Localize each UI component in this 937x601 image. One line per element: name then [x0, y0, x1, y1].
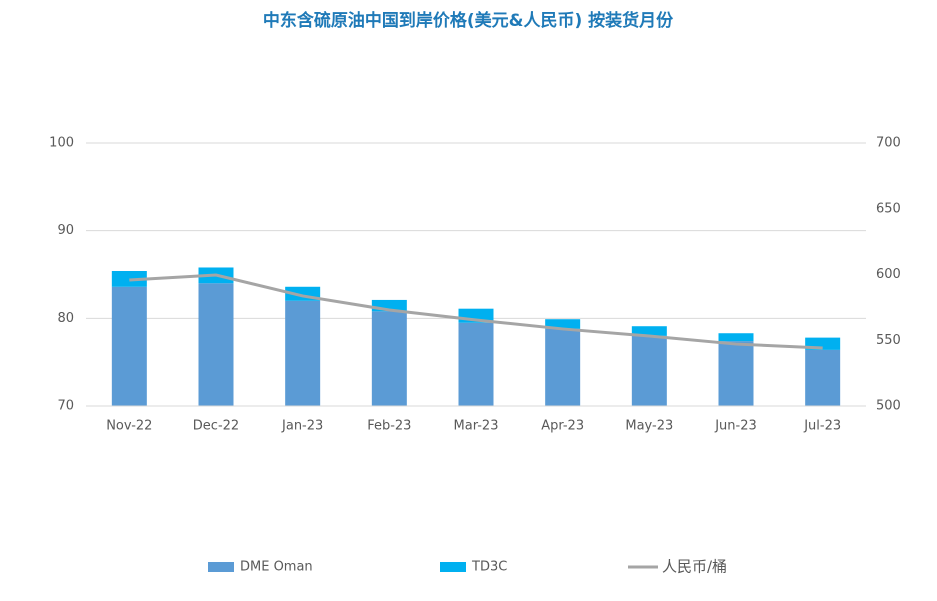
bar-segment: [631, 335, 667, 406]
y2-tick-label: 500: [876, 399, 901, 414]
y-tick-label: 80: [57, 311, 74, 326]
bar-segment: [111, 286, 147, 406]
bar-segment: [371, 311, 407, 406]
y2-tick-label: 550: [876, 333, 901, 348]
bar-segment: [198, 283, 234, 406]
bar-segment: [458, 322, 494, 406]
bar-segment: [285, 300, 321, 406]
x-tick-label: May-23: [625, 419, 673, 434]
bar-segment: [371, 299, 407, 312]
x-tick-label: Jan-23: [281, 419, 323, 434]
x-tick-label: Mar-23: [454, 419, 499, 434]
legend-swatch: [208, 562, 234, 572]
legend-swatch: [440, 562, 466, 572]
legend-label: 人民币/桶: [662, 558, 727, 576]
legend-label: TD3C: [471, 560, 507, 575]
y2-tick-label: 600: [876, 267, 901, 282]
x-tick-label: Feb-23: [367, 419, 411, 434]
bar-segment: [718, 333, 754, 342]
y-tick-label: 90: [57, 223, 74, 238]
bar-segment: [545, 328, 581, 406]
x-tick-label: Nov-22: [106, 419, 152, 434]
y2-tick-label: 700: [876, 136, 901, 151]
bar-segment: [718, 341, 754, 406]
x-tick-label: Apr-23: [541, 419, 584, 434]
bar-segment: [545, 319, 581, 329]
x-tick-label: Dec-22: [193, 419, 239, 434]
chart-title: 中东含硫原油中国到岸价格(美元&人民币) 按装货月份: [263, 10, 674, 31]
y2-tick-label: 650: [876, 201, 901, 216]
y-tick-label: 100: [49, 136, 74, 151]
x-tick-label: Jul-23: [803, 419, 841, 434]
x-tick-label: Jun-23: [714, 419, 757, 434]
bar-segment: [805, 349, 841, 406]
bar-segment: [631, 326, 667, 336]
legend-label: DME Oman: [240, 560, 313, 575]
line: [129, 273, 823, 350]
y-tick-label: 70: [57, 399, 74, 414]
